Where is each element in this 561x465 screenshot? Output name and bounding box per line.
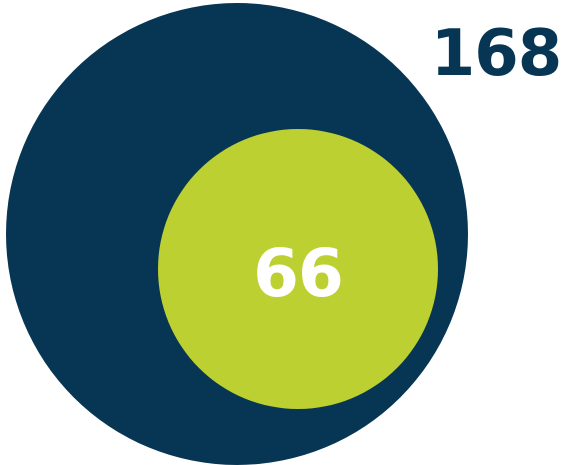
outer-value-label: 168	[431, 17, 561, 91]
inner-circle	[158, 129, 438, 409]
inner-value-label: 66	[253, 235, 343, 312]
